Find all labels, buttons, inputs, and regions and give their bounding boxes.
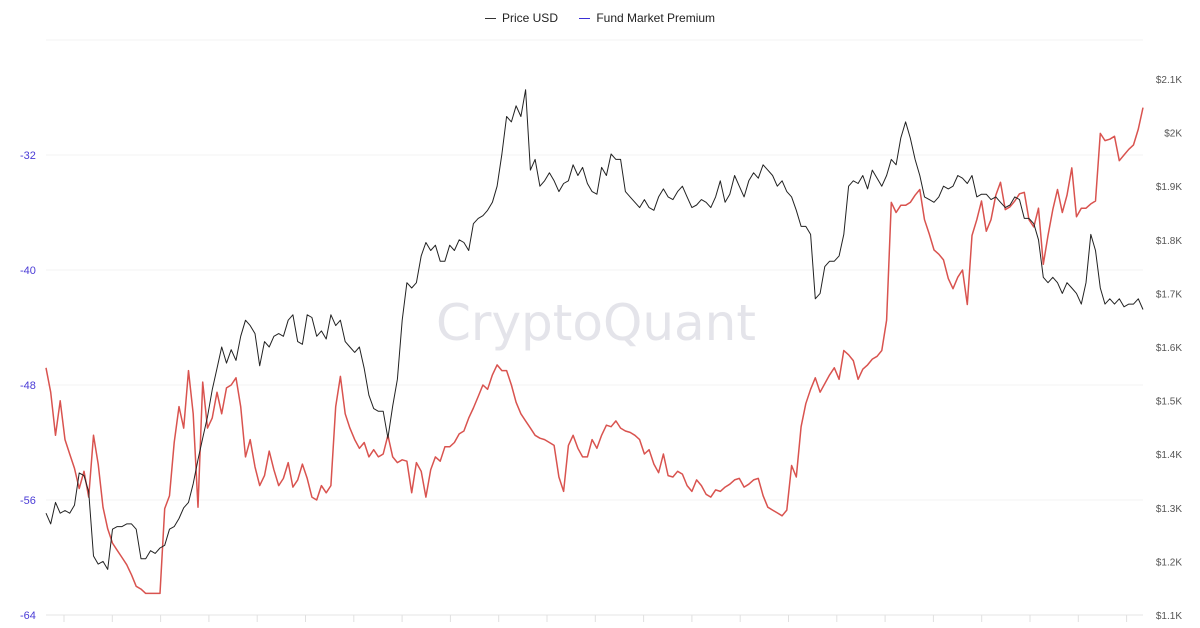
- right-axis-tick-label: $1.5K: [1156, 397, 1182, 408]
- right-axis-tick-label: $1.9K: [1156, 182, 1182, 193]
- left-axis-tick-label: -32: [20, 150, 36, 162]
- price-usd-line: [45, 89, 1144, 570]
- legend-item-fund-market-premium[interactable]: Fund Market Premium: [579, 11, 715, 25]
- legend-swatch-price-icon: [484, 17, 496, 19]
- watermark-logo: CryptoQuant: [436, 294, 756, 352]
- legend-swatch-premium-icon: [579, 17, 591, 19]
- right-axis-tick-label: $1.1K: [1156, 611, 1182, 622]
- right-y-axis: $2.1K $2K $1.9K $1.8K $1.7K $1.6K $1.5K $1.4K $1…: [1156, 75, 1182, 622]
- right-axis-tick-label: $1.7K: [1156, 289, 1182, 300]
- right-axis-tick-label: $1.8K: [1156, 236, 1182, 247]
- left-axis-tick-label: -56: [20, 495, 36, 507]
- fund-market-premium-line: [45, 107, 1144, 595]
- legend-label-price: Price USD: [501, 11, 558, 26]
- x-axis-ticks: [63, 615, 1128, 622]
- left-axis-tick-label: -40: [20, 265, 36, 277]
- right-axis-tick-label: $1.3K: [1156, 504, 1182, 515]
- legend-label-premium: Fund Market Premium: [596, 11, 716, 26]
- right-axis-tick-label: $1.2K: [1156, 557, 1182, 568]
- gridlines: [46, 39, 1143, 616]
- left-axis-tick-label: -48: [20, 380, 36, 392]
- left-y-axis: -32 -40 -48 -56 -64: [20, 150, 36, 622]
- right-axis-tick-label: $1.4K: [1156, 450, 1182, 461]
- left-axis-tick-label: -64: [20, 610, 36, 622]
- legend-item-price-usd[interactable]: Price USD: [484, 11, 558, 26]
- right-axis-tick-label: $1.6K: [1156, 343, 1182, 354]
- right-axis-tick-label: $2K: [1164, 129, 1182, 140]
- right-axis-tick-label: $2.1K: [1156, 75, 1182, 86]
- chart-legend: Price USD Fund Market Premium: [0, 8, 1200, 25]
